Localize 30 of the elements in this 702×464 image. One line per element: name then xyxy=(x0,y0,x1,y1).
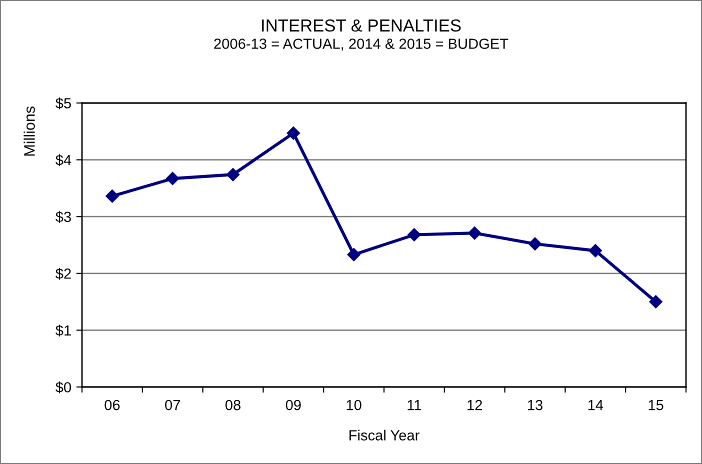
x-tick-label: 06 xyxy=(104,400,120,410)
point xyxy=(649,295,662,308)
y-tick-label: $4 xyxy=(56,154,72,166)
y-tick-label: $2 xyxy=(56,268,71,280)
y-axis-title: Millions xyxy=(24,106,35,156)
x-tick-label: 12 xyxy=(468,400,482,410)
point xyxy=(588,244,602,258)
x-axis-title: Fiscal Year xyxy=(350,430,420,440)
y-tick-label: $5 xyxy=(56,97,71,110)
x-tick-label: 15 xyxy=(648,400,664,410)
point xyxy=(286,126,300,140)
point xyxy=(468,226,482,240)
x-tick-label: 09 xyxy=(286,400,301,410)
point xyxy=(226,168,240,182)
point xyxy=(166,172,180,186)
point xyxy=(106,190,119,203)
x-tick-label: 08 xyxy=(225,400,240,410)
x-tick-label: 14 xyxy=(588,400,604,410)
chart-subtitle: 2006-13 = ACTUAL, 2014 & 2015 = BUDGET xyxy=(214,38,508,51)
chart-title: INTEREST & PENALTIES xyxy=(262,19,461,32)
x-tick-label: 11 xyxy=(408,400,422,410)
point xyxy=(528,237,542,250)
x-tick-label: 10 xyxy=(346,400,362,410)
y-tick-label: $1 xyxy=(56,324,71,336)
x-tick-label: 07 xyxy=(165,400,180,410)
x-tick-label: 13 xyxy=(528,400,542,410)
point xyxy=(408,228,421,242)
y-tick-label: $3 xyxy=(56,211,71,223)
point xyxy=(347,248,360,262)
y-tick-label: $0 xyxy=(56,381,72,394)
